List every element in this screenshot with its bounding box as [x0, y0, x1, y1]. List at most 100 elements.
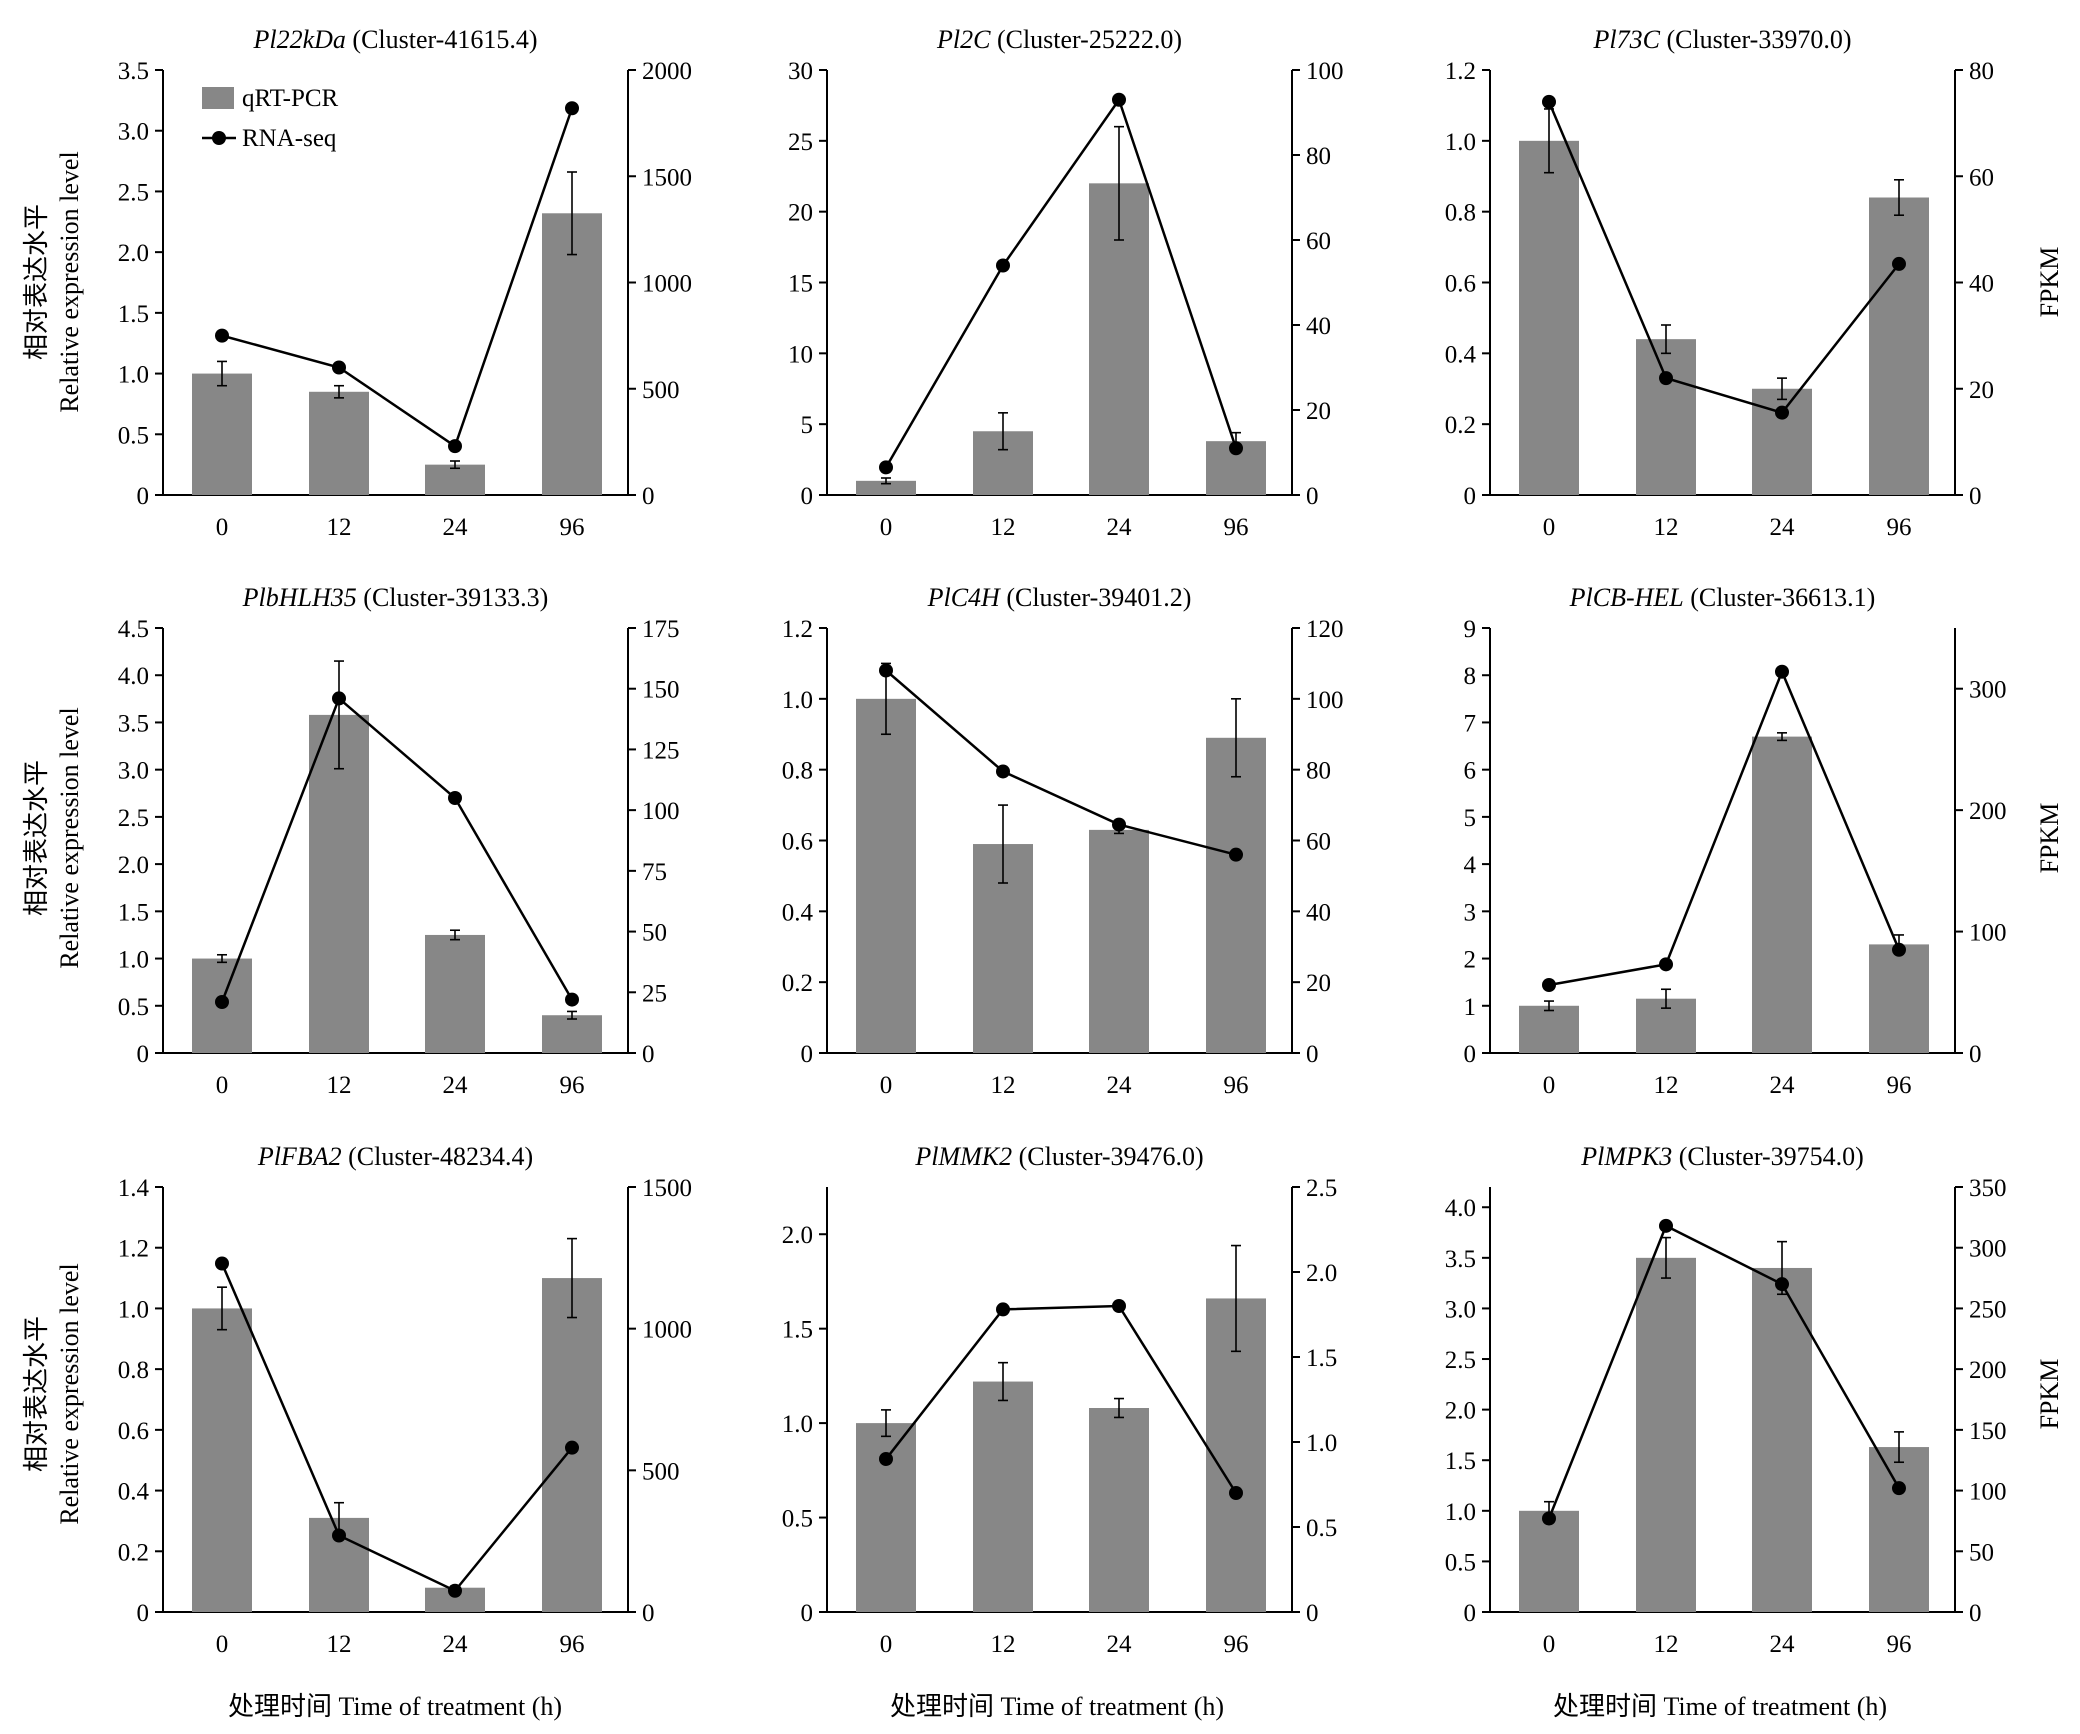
y-left-tick-label: 0	[801, 1041, 814, 1068]
y-right-tick-label: 100	[1969, 1479, 2007, 1506]
y-right-tick-label: 150	[1969, 1418, 2007, 1445]
qrt-pcr-bar	[542, 213, 602, 496]
y-left-tick-label: 4.5	[118, 616, 149, 643]
y-right-tick-label: 1500	[642, 164, 692, 191]
x-tick-label: 0	[1543, 1631, 1556, 1658]
gene-name: PlMPK3	[1580, 1142, 1672, 1171]
chart-panel-5: PlC4H (Cluster-39401.2) 0 0.2 0.4 0.6 0.8 1.0 1…	[782, 583, 1344, 1099]
y-left-tick-label: 0	[801, 483, 814, 510]
rna-seq-line	[220, 1263, 573, 1593]
x-tick-label: 24	[443, 1072, 469, 1099]
y-left-tick-label: 1.0	[1445, 1499, 1476, 1526]
y-right-tick-label: 20	[1969, 377, 1994, 404]
chart-panel-9: PlMPK3 (Cluster-39754.0) 0 0.5 1.0 1.5 2.0 2.5…	[1445, 1142, 2007, 1658]
y-right-tick-label: 2000	[642, 58, 692, 85]
x-tick-label: 24	[443, 514, 469, 541]
rna-seq-point	[448, 439, 462, 454]
rna-seq-point	[448, 1583, 462, 1598]
y-left-title-cn: 相对表达水平	[22, 760, 51, 916]
y-left-tick-label: 0.5	[1445, 1549, 1476, 1576]
y-left-tick-label: 0.5	[782, 1506, 813, 1533]
y-left-tick-label: 0	[1464, 483, 1477, 510]
rna-seq-point	[1542, 1511, 1556, 1526]
y-right-tick-label: 40	[1306, 313, 1331, 340]
y-left-tick-label: 5	[801, 412, 814, 439]
y-left-tick-label: 0.4	[1445, 341, 1477, 368]
gene-name: PlMMK2	[914, 1142, 1012, 1171]
legend-bar-swatch	[202, 87, 234, 109]
rna-seq-point	[879, 1452, 893, 1466]
chart-panel-6: PlCB-HEL (Cluster-36613.1)01234567890100…	[1464, 583, 2007, 1099]
y-left-tick-label: 1.0	[118, 1296, 149, 1323]
x-tick-label: 96	[560, 1631, 585, 1658]
rna-seq-point	[1892, 942, 1906, 957]
y-right-tick-label: 25	[642, 980, 667, 1007]
chart-panel-8: PlMMK2 (Cluster-39476.0) 0 0.5 1.0 1.5 2.0 0 0.…	[782, 1142, 1338, 1658]
gene-name: Pl2C	[936, 25, 991, 54]
y-left-tick-label: 2.0	[1445, 1398, 1476, 1425]
x-tick-label: 96	[1224, 1072, 1249, 1099]
cluster-id: (Cluster-39476.0)	[1012, 1142, 1204, 1171]
y-left-title-en: Relative expression level	[55, 707, 84, 968]
y-right-title-row2: FPKM	[2035, 803, 2064, 874]
y-left-tick-label: 1.5	[118, 899, 149, 926]
gene-name: PlbHLH35	[242, 583, 357, 612]
y-right-tick-label: 1.5	[1306, 1345, 1337, 1372]
x-tick-label: 24	[443, 1631, 469, 1658]
y-left-tick-label: 30	[788, 58, 813, 85]
rna-seq-point	[215, 995, 229, 1009]
panel-title: PlbHLH35 (Cluster-39133.3)	[242, 583, 549, 612]
y-left-tick-label: 0	[137, 483, 150, 510]
y-left-title-en: Relative expression level	[55, 1263, 84, 1524]
rna-seq-point	[448, 791, 462, 805]
y-right-tick-label: 0	[1306, 483, 1319, 510]
y-left-tick-label: 0.8	[1445, 200, 1476, 227]
x-tick-label: 0	[880, 514, 893, 541]
y-left-tick-label: 6	[1464, 758, 1477, 785]
x-tick-label: 12	[327, 514, 352, 541]
rna-seq-line	[1547, 1224, 1901, 1519]
y-left-tick-label: 2.5	[1445, 1347, 1476, 1374]
rna-seq-point	[1229, 1486, 1243, 1500]
y-right-tick-label: 1.0	[1306, 1430, 1337, 1457]
y-left-title-cn: 相对表达水平	[22, 204, 51, 360]
y-right-tick-label: 0	[1969, 483, 1982, 510]
rna-seq-point	[1659, 1218, 1673, 1233]
chart-panel-7: PlFBA2 (Cluster-48234.4) 0 0.2 0.4 0.6 0.8 1.0…	[118, 1142, 692, 1658]
rna-seq-point	[1659, 957, 1673, 972]
x-tick-label: 12	[327, 1072, 352, 1099]
y-left-title-row1: 相对表达水平 Relative expression level	[22, 151, 84, 412]
gene-name: PlC4H	[927, 583, 1001, 612]
legend-bar-label: qRT-PCR	[242, 85, 339, 112]
y-left-tick-label: 4.0	[118, 663, 149, 690]
y-left-tick-label: 1.0	[1445, 129, 1476, 156]
qrt-pcr-bar	[1752, 1267, 1812, 1612]
legend-line-marker	[212, 131, 226, 145]
qrt-pcr-bar	[856, 1423, 916, 1612]
y-left-tick-label: 8	[1464, 663, 1477, 690]
y-right-tick-label: 75	[642, 859, 667, 886]
y-right-tick-label: 500	[642, 1458, 680, 1485]
y-right-tick-label: 500	[642, 377, 680, 404]
x-tick-label: 0	[216, 1631, 229, 1658]
qrt-pcr-bar	[1519, 1005, 1579, 1053]
y-right-tick-label: 100	[1969, 920, 2007, 947]
y-left-tick-label: 3	[1464, 899, 1477, 926]
x-tick-label: 96	[1224, 1631, 1249, 1658]
y-right-tick-label: 80	[1306, 143, 1331, 170]
rna-seq-point	[215, 1256, 229, 1271]
rna-seq-point	[1775, 664, 1789, 679]
rna-seq-point	[1892, 256, 1906, 271]
y-left-tick-label: 0.2	[1445, 412, 1476, 439]
x-tick-label: 96	[560, 514, 585, 541]
x-tick-label: 24	[1770, 514, 1796, 541]
x-axis-title-col3: 处理时间 Time of treatment (h)	[1553, 1692, 1887, 1721]
x-tick-label: 12	[991, 1072, 1016, 1099]
y-left-tick-label: 3.0	[118, 119, 149, 146]
x-tick-label: 24	[1107, 1072, 1133, 1099]
y-left-tick-label: 1.5	[1445, 1448, 1476, 1475]
y-left-tick-label: 0.8	[118, 1357, 149, 1384]
x-tick-label: 24	[1107, 1631, 1133, 1658]
panel-title: PlCB-HEL (Cluster-36613.1)	[1569, 583, 1876, 612]
y-right-tick-label: 125	[642, 737, 680, 764]
